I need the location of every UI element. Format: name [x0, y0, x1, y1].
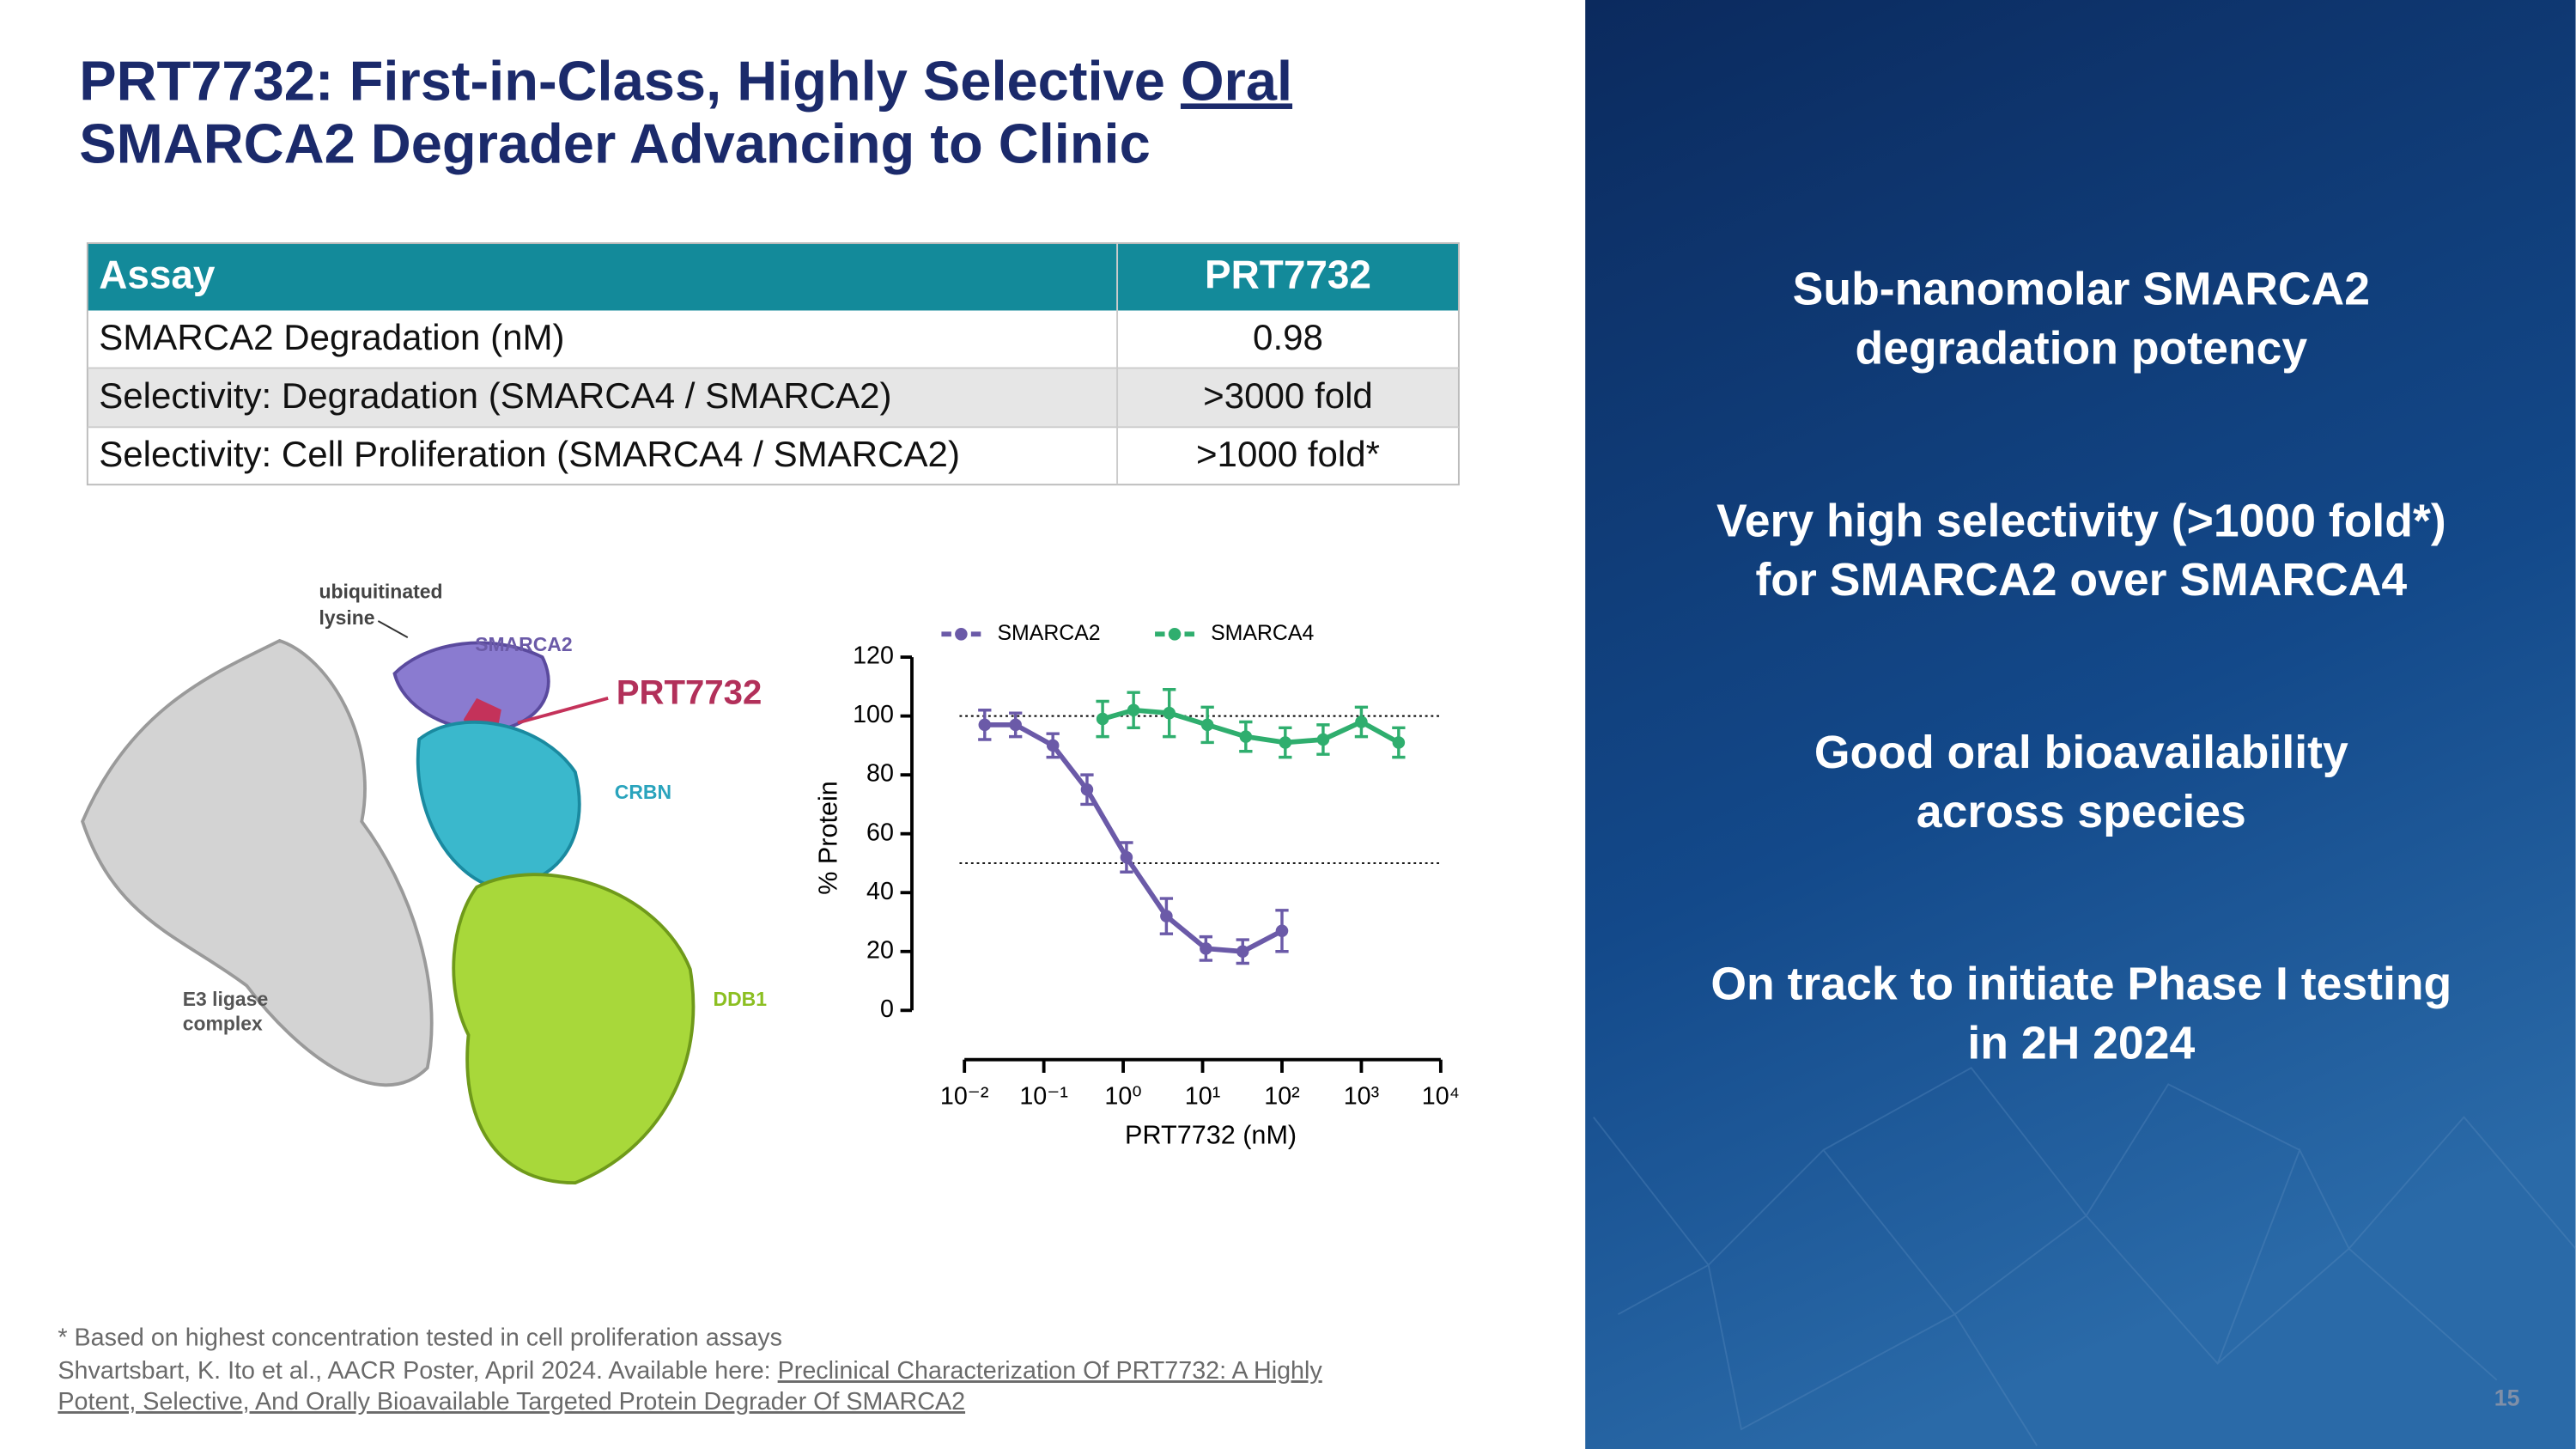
title: PRT7732: First-in-Class, Highly Selectiv…: [79, 50, 1292, 113]
table: Assay PRT7732 SMARCA2 Degradation (nM) 0.…: [86, 242, 1460, 486]
table-cell: Selectivity: Cell Proliferation (SMARCA4…: [99, 434, 960, 474]
legend-marker: [955, 628, 968, 641]
footnote: * Based on highest concentration tested …: [58, 1324, 782, 1351]
y-tick-label: 120: [853, 642, 894, 670]
bullet-text: Very high selectivity (>1000 fold*): [1716, 496, 2446, 546]
footnote-link[interactable]: Preclinical Characterization Of PRT7732:…: [778, 1357, 1323, 1385]
bullet-text: On track to initiate Phase I testing: [1710, 959, 2451, 1010]
data-point: [1127, 703, 1140, 717]
chart: PRT7732 (nM) % Protein 0 20 40 60 80 100 120 10…: [813, 621, 1460, 1150]
series-line: [984, 722, 1284, 954]
figure-label: E3 ligase: [183, 988, 268, 1010]
table-row-shade: [87, 368, 1459, 428]
figure-label: lysine: [319, 606, 375, 629]
y-tick-label: 80: [866, 760, 894, 788]
figure-label: SMARCA2: [475, 633, 572, 655]
network-decoration: [1593, 1067, 2576, 1446]
y-tick-label: 20: [866, 936, 894, 964]
x-axis-label: PRT7732 (nM): [1125, 1121, 1297, 1150]
data-point: [1046, 739, 1060, 752]
crbn-shape: [416, 720, 581, 889]
table-header-cell: PRT7732: [1205, 252, 1371, 296]
x-tick-label: 10²: [1264, 1082, 1299, 1110]
bullet-text: Sub-nanomolar SMARCA2: [1793, 265, 2370, 315]
data-point: [1200, 942, 1212, 955]
data-point: [1009, 718, 1022, 732]
table-header: [87, 243, 1459, 311]
table-cell: 0.98: [1253, 317, 1323, 357]
bullet-text: Good oral bioavailability: [1814, 728, 2348, 778]
bullet-text: across species: [1917, 787, 2246, 837]
smarca2-shape: [392, 641, 550, 734]
x-tick-label: 10⁰: [1104, 1082, 1141, 1110]
legend-label: SMARCA2: [997, 621, 1100, 645]
x-tick-label: 10¹: [1185, 1082, 1220, 1110]
x-tick-label: 10³: [1344, 1082, 1379, 1110]
data-point: [1275, 924, 1289, 938]
y-axis-label: % Protein: [813, 781, 842, 895]
x-tick-label: 10⁻¹: [1019, 1082, 1068, 1110]
figure-label: complex: [183, 1013, 263, 1035]
table-border: [86, 242, 1460, 486]
data-point: [1392, 736, 1406, 749]
y-tick-label: 40: [866, 878, 894, 905]
figure-label: ubiquitinated: [319, 581, 443, 603]
label-arrow: [377, 620, 409, 638]
table-cell: >3000 fold: [1203, 375, 1373, 416]
legend-label: SMARCA4: [1211, 621, 1314, 645]
figure-label: PRT7732: [617, 673, 762, 712]
page-number: 15: [2494, 1385, 2520, 1411]
data-point: [978, 718, 992, 732]
data-point: [1316, 733, 1330, 746]
data-point: [1080, 783, 1094, 796]
bullet-text: for SMARCA2 over SMARCA4: [1755, 555, 2407, 606]
y-tick-label: 100: [853, 701, 894, 728]
x-tick-label: 10⁻²: [940, 1082, 989, 1110]
footnote: Shvartsbart, K. Ito et al., AACR Poster,…: [58, 1357, 1322, 1385]
bullet-text: in 2H 2024: [1967, 1019, 2195, 1069]
side-panel: [1585, 0, 2576, 1449]
protein-figure: ubiquitinated lysine SMARCA2 PRT7732 CRB…: [81, 581, 768, 1185]
table-cell: Selectivity: Degradation (SMARCA4 / SMAR…: [99, 375, 891, 416]
data-point: [1239, 730, 1253, 743]
data-point: [1163, 706, 1176, 720]
data-point: [1200, 718, 1214, 732]
data-point: [1120, 850, 1133, 864]
y-tick-label: 60: [866, 819, 894, 846]
data-point: [1096, 712, 1109, 726]
title: SMARCA2 Degrader Advancing to Clinic: [79, 112, 1151, 174]
legend-marker: [1168, 628, 1182, 641]
data-point: [1236, 945, 1249, 959]
bullets: Sub-nanomolar SMARCA2 degradation potency…: [1710, 265, 2451, 1069]
y-tick-label: 0: [880, 995, 894, 1023]
bullet-text: degradation potency: [1856, 323, 2308, 374]
data-point: [1160, 910, 1173, 922]
data-point: [1355, 715, 1368, 728]
ddb1-shape: [452, 873, 696, 1185]
figure-label: DDB1: [714, 988, 768, 1010]
footnote-link[interactable]: Potent, Selective, And Orally Bioavailab…: [58, 1388, 965, 1416]
table-header-cell: Assay: [99, 252, 216, 296]
label-arrow: [517, 697, 609, 725]
e3-ligase-shape: [81, 638, 434, 1087]
figure-label: CRBN: [615, 781, 671, 803]
x-tick-label: 10⁴: [1422, 1082, 1460, 1110]
table-cell: >1000 fold*: [1196, 434, 1380, 474]
table-cell: SMARCA2 Degradation (nM): [99, 317, 564, 357]
data-point: [1279, 736, 1292, 749]
